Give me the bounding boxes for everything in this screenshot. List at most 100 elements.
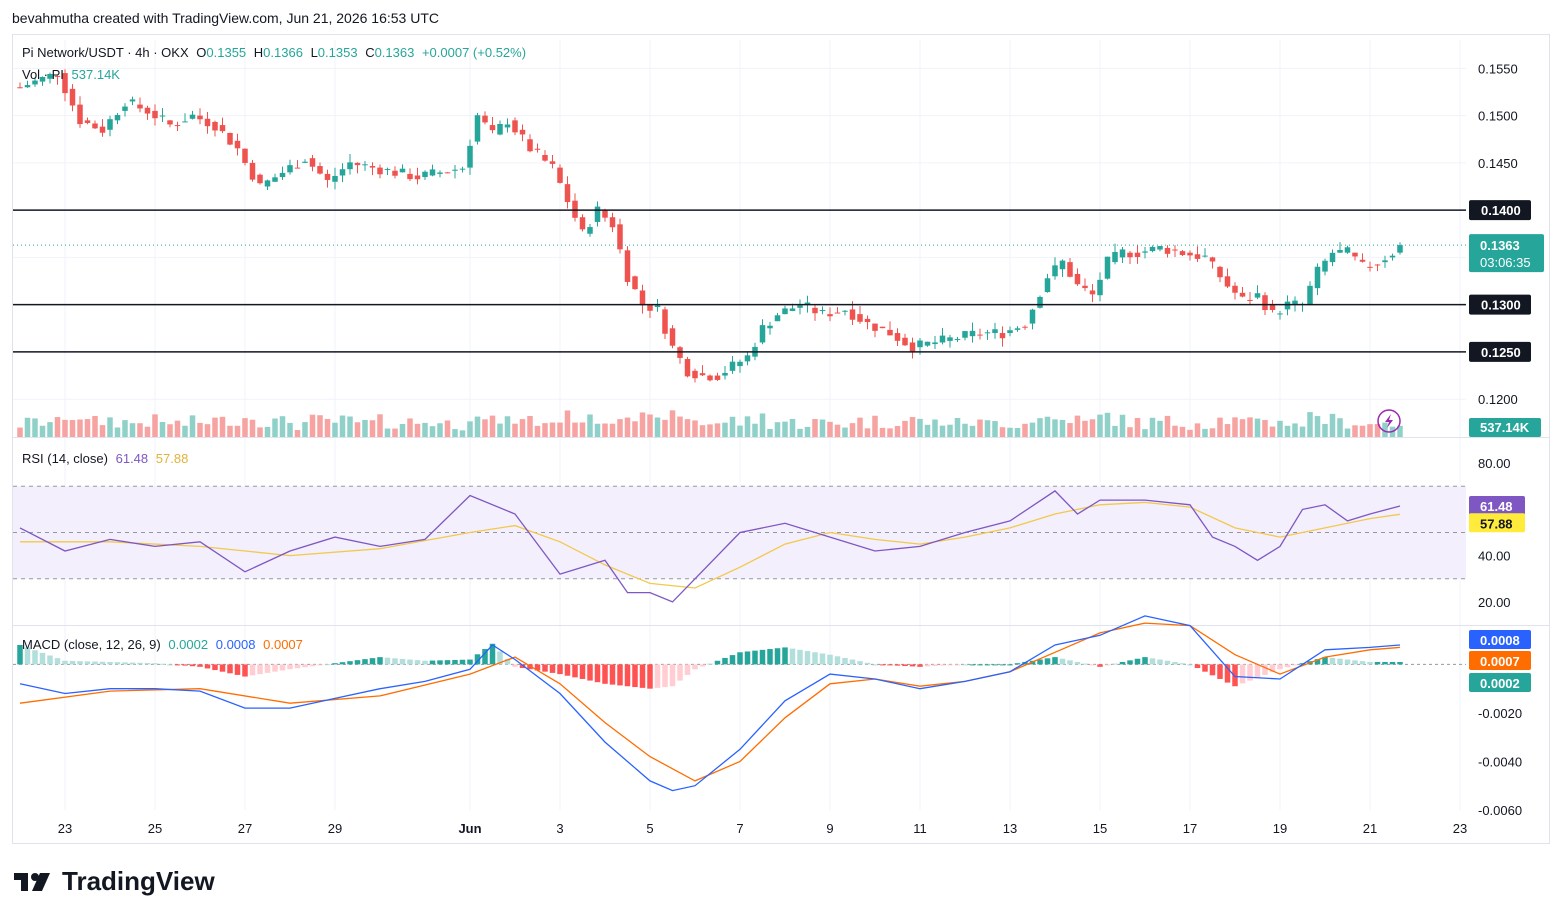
volume-bar	[939, 425, 946, 437]
candle-down	[249, 162, 256, 180]
lightning-icon	[1377, 409, 1401, 433]
macd-histogram-bar	[489, 643, 496, 665]
last-price-label: 0.1363	[1480, 238, 1520, 253]
macd-histogram-bar	[377, 657, 383, 665]
volume-bar	[1224, 424, 1231, 437]
macd-tick-label: -0.0060	[1478, 803, 1522, 818]
macd-histogram-bar	[1359, 661, 1366, 665]
volume-bar	[197, 422, 203, 437]
candle-up	[1397, 245, 1403, 253]
symbol-title[interactable]: Pi Network/USDT · 4h · OKX	[22, 45, 189, 60]
volume-bar	[1022, 423, 1028, 437]
volume-bar	[407, 418, 413, 437]
signal-line	[19, 622, 1401, 782]
volume-bar	[497, 423, 503, 437]
volume-bar	[624, 417, 631, 437]
candle-up	[947, 337, 953, 341]
candle-up	[1142, 251, 1148, 253]
histogram-badge	[1469, 673, 1531, 692]
macd-histogram-bar	[219, 664, 226, 672]
candle-down	[77, 104, 83, 125]
volume-bar	[744, 416, 751, 437]
volume-bar	[797, 428, 803, 437]
volume-bar	[1082, 420, 1088, 437]
volume-bar	[1142, 429, 1148, 437]
macd-histogram-bar	[1112, 663, 1118, 665]
volume-bar	[32, 418, 38, 437]
volume-bar	[114, 427, 121, 437]
candle-up	[467, 145, 473, 168]
volume-bar	[669, 410, 676, 437]
rsi-label[interactable]: RSI (14, close)	[22, 451, 108, 466]
macd-histogram-bar	[894, 664, 901, 666]
volume-bar	[617, 419, 623, 437]
macd-label[interactable]: MACD (close, 12, 26, 9)	[22, 637, 161, 652]
volume-bar	[384, 428, 391, 437]
candle-up	[1277, 313, 1283, 315]
candle-down	[887, 329, 893, 336]
volume-bar	[429, 426, 436, 437]
volume-bar	[39, 425, 46, 437]
macd-histogram-bar	[1202, 664, 1208, 672]
candle-down	[902, 337, 908, 346]
macd-histogram-bar	[47, 655, 53, 665]
candle-down	[1194, 254, 1201, 259]
volume-label[interactable]: Vol · PI	[22, 67, 64, 82]
tradingview-brand[interactable]: TradingView	[14, 866, 215, 897]
candle-up	[452, 169, 458, 171]
macd-histogram-bar	[872, 664, 878, 666]
macd-histogram-bar	[32, 650, 38, 665]
macd-histogram-bar	[309, 664, 316, 667]
volume-bar	[1382, 422, 1388, 437]
macd-histogram-bar	[1239, 664, 1246, 684]
candle-down	[1082, 285, 1088, 289]
candle-up	[1037, 296, 1043, 308]
signal-value: 0.0007	[263, 637, 303, 652]
macd-histogram-bar	[564, 664, 571, 676]
candle-up	[24, 85, 31, 88]
candle-down	[879, 326, 886, 329]
volume-bar	[782, 421, 788, 437]
macd-histogram-bar	[572, 664, 578, 678]
macd-histogram-bar	[714, 660, 721, 665]
volume-bar	[1292, 423, 1298, 437]
volume-bar	[579, 422, 586, 437]
rsi-ma-value: 57.88	[155, 451, 189, 466]
level-badge	[1469, 200, 1531, 221]
candle-up	[384, 168, 391, 170]
macd-histogram-bar	[1292, 664, 1298, 666]
macd-histogram-bar	[767, 649, 773, 665]
macd-histogram-bar	[774, 648, 781, 665]
macd-histogram-bar	[474, 654, 481, 665]
candle-up	[1382, 260, 1388, 263]
price-legend: Pi Network/USDT · 4h · OKX O0.1355 H0.13…	[22, 45, 530, 60]
volume-bar	[24, 417, 31, 437]
volume-bar	[1149, 417, 1156, 437]
macd-histogram-bar	[212, 664, 218, 671]
macd-histogram-bar	[617, 664, 623, 686]
macd-histogram-bar	[1352, 660, 1358, 665]
volume-bar	[639, 412, 646, 437]
volume-bar	[1262, 419, 1268, 437]
volume-bar	[309, 414, 316, 437]
macd-histogram-bar	[1157, 659, 1163, 665]
macd-histogram-bar	[699, 664, 706, 667]
macd-histogram-bar	[137, 662, 143, 665]
volume-bar	[167, 424, 173, 437]
volume-bar	[504, 416, 511, 437]
candle-down	[392, 170, 398, 176]
macd-histogram-bar	[107, 661, 113, 665]
volume-bar	[849, 423, 856, 437]
macd-histogram-bar	[864, 662, 871, 665]
time-tick-label: 17	[1183, 821, 1197, 836]
candle-down	[197, 115, 203, 120]
change-value: +0.0007 (+0.52%)	[421, 45, 527, 60]
macd-histogram-bar	[234, 664, 241, 675]
volume-bar	[287, 422, 293, 437]
candle-up	[497, 124, 503, 135]
candle-down	[1022, 326, 1028, 328]
chart-frame[interactable]	[12, 34, 1550, 844]
candle-up	[279, 172, 286, 178]
macd-histogram-bar	[527, 664, 533, 670]
